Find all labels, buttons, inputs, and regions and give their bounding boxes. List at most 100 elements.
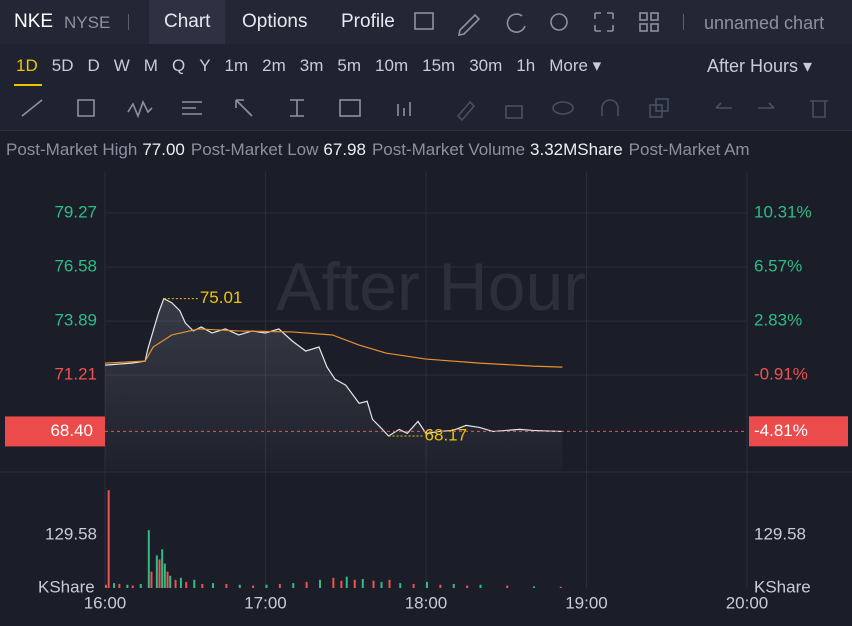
volume-bar xyxy=(319,579,321,588)
annotation-label: 68.17 xyxy=(425,426,468,445)
y-tick-label: 71.21 xyxy=(54,364,97,383)
volume-bar xyxy=(412,583,415,588)
timeframe[interactable]: 1D xyxy=(16,56,38,75)
icon[interactable] xyxy=(414,12,434,30)
volume-bar xyxy=(193,579,196,588)
y-tick-label: 79.27 xyxy=(54,202,97,221)
volume-bar xyxy=(166,571,169,588)
annotation-label: 75.01 xyxy=(200,288,243,307)
timeframe-bar: After Hours ▾ xyxy=(0,44,852,88)
x-tick-label: 19:00 xyxy=(565,593,608,612)
volume-bar xyxy=(158,559,161,588)
volume-tick-label: 129.58 xyxy=(45,525,97,544)
divider xyxy=(128,14,129,30)
volume-bar xyxy=(340,580,343,588)
stats-row: Post-Market High 77.00 Post-Market Low 67.9… xyxy=(6,140,750,160)
chart-name[interactable]: unnamed chart xyxy=(704,13,825,33)
stat-label: Post-Market Low xyxy=(190,140,319,159)
timeframe[interactable]: 30m xyxy=(469,56,503,75)
volume-unit: KShare xyxy=(38,577,95,596)
volume-bar xyxy=(252,585,255,588)
volume-bar xyxy=(332,577,335,588)
timeframe[interactable]: 5m xyxy=(337,56,362,75)
timeframe[interactable]: 2m xyxy=(262,56,286,75)
last-price-label: 68.40 xyxy=(50,421,93,440)
volume-bar xyxy=(155,555,158,588)
volume-bar xyxy=(163,563,166,588)
y2-tick-label: 2.83% xyxy=(754,310,802,329)
timeframe[interactable]: 10m xyxy=(375,56,409,75)
timeframe[interactable]: D xyxy=(87,56,100,75)
stat-value: 3.32MShare xyxy=(530,140,623,159)
volume-bar xyxy=(201,583,204,588)
volume-bar xyxy=(278,583,281,588)
drawing-icons xyxy=(21,98,828,122)
y2-tick-label: 6.57% xyxy=(754,256,802,275)
x-tick-label: 18:00 xyxy=(405,593,448,612)
more[interactable]: More ▾ xyxy=(549,56,602,75)
timeframe[interactable]: Y xyxy=(199,56,211,75)
volume-bar xyxy=(126,584,129,588)
icon[interactable] xyxy=(506,13,526,33)
stat-label: Post-Market Am xyxy=(628,140,750,159)
volume-tick-label: 129.58 xyxy=(754,525,806,544)
volume-bar xyxy=(353,579,356,588)
icon[interactable] xyxy=(594,12,614,32)
volume-bar xyxy=(439,584,442,588)
volume-unit: KShare xyxy=(754,577,811,596)
volume-bar xyxy=(238,584,241,588)
volume-bar xyxy=(107,490,110,588)
icon[interactable] xyxy=(550,13,568,31)
volume-bar xyxy=(559,586,562,588)
volume-bar xyxy=(265,584,268,588)
volume-bar xyxy=(118,583,121,588)
active-underline xyxy=(14,84,42,86)
volume-bar xyxy=(305,581,308,588)
x-tick-label: 17:00 xyxy=(244,593,287,612)
average-line xyxy=(104,328,563,368)
tab[interactable]: Profile xyxy=(341,11,395,32)
volume-bar xyxy=(452,583,455,588)
volume-bar xyxy=(506,585,509,588)
x-tick-label: 20:00 xyxy=(726,593,769,612)
more-label: More xyxy=(549,56,588,75)
timeframe[interactable]: Q xyxy=(171,56,186,75)
top-bar: NKE NYSE Chart Options Profile unnamed c… xyxy=(0,0,852,44)
last-change-label: -4.81% xyxy=(754,421,808,440)
price-line xyxy=(104,297,563,437)
stat-label: Post-Market High xyxy=(6,140,138,159)
volume-bar xyxy=(147,530,150,588)
timeframe[interactable]: 3m xyxy=(299,56,324,75)
volume-bar xyxy=(479,584,482,588)
tab[interactable]: Chart xyxy=(149,0,226,44)
timeframe[interactable]: 15m xyxy=(422,56,456,75)
y2-tick-label: -0.91% xyxy=(754,364,808,383)
price-area xyxy=(105,298,563,470)
volume-bar xyxy=(212,583,214,588)
timeframe[interactable]: 5D xyxy=(51,56,74,75)
volume-bar xyxy=(292,583,295,588)
session-label: After Hours xyxy=(707,56,799,76)
volume-bar xyxy=(105,584,107,588)
volume-bar xyxy=(426,581,428,588)
timeframe[interactable]: 1m xyxy=(224,56,249,75)
divider xyxy=(683,14,684,30)
timeframe[interactable]: M xyxy=(143,56,158,75)
timeframe[interactable]: 1h xyxy=(516,56,536,75)
x-tick-label: 16:00 xyxy=(84,593,127,612)
volume-bar xyxy=(533,586,535,588)
stat-value: 77.00 xyxy=(142,140,185,159)
session[interactable]: After Hours ▾ xyxy=(707,56,813,76)
tab[interactable]: Options xyxy=(242,11,308,32)
symbol: NKE xyxy=(14,11,54,32)
last-change-box xyxy=(749,416,848,447)
y-tick-label: 76.58 xyxy=(54,257,97,276)
icon[interactable] xyxy=(457,13,481,37)
volume-bar xyxy=(139,583,142,588)
volume-bar xyxy=(388,579,391,588)
volume-bar xyxy=(174,579,177,588)
y-tick-label: 73.89 xyxy=(54,311,97,330)
stat-label: Post-Market Volume xyxy=(371,140,526,159)
timeframe[interactable]: W xyxy=(113,56,130,75)
